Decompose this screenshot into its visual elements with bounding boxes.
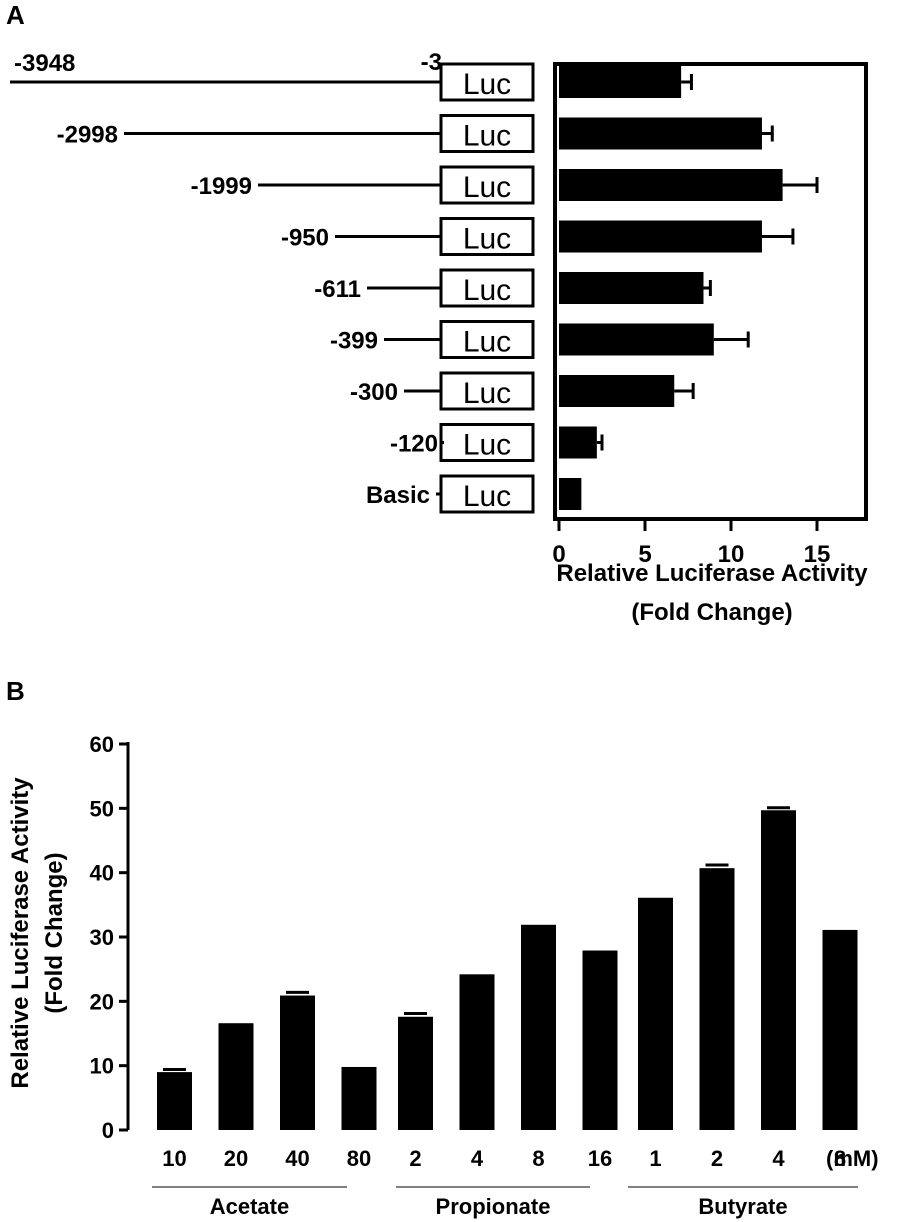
panel-b-x-axis: 10 20 40 80 Acetate 2 4 8 16 Propionate 1 2 4 8 Butyra…	[152, 1146, 858, 1219]
x-tick-label: 20	[224, 1146, 248, 1171]
bar	[559, 272, 704, 304]
x-tick-label: 1	[649, 1146, 661, 1171]
construct-label: -399	[330, 328, 378, 355]
bar	[559, 375, 675, 407]
bar	[822, 929, 858, 1130]
panel-a-letter: A	[6, 0, 25, 30]
x-tick-label: 2	[711, 1146, 723, 1171]
luc-label: Luc	[463, 223, 511, 256]
luc-box	[439, 423, 535, 462]
x-tick-label: 16	[588, 1146, 612, 1171]
panel-b-y-axis-label: Relative Luciferase Activity	[7, 777, 34, 1089]
panel-b-y-axis-label-2: (Fold Change)	[41, 852, 68, 1013]
x-tick-label: 40	[285, 1146, 309, 1171]
construct-label: -3948	[14, 50, 75, 77]
panel-a-bars	[559, 66, 819, 510]
x-tick-label: 4	[772, 1146, 785, 1171]
luc-label: Luc	[463, 480, 511, 513]
group-label: Acetate	[210, 1194, 289, 1219]
x-tick-label: 5	[638, 541, 651, 568]
group-label: Propionate	[436, 1194, 551, 1219]
panel-b-y-axis: 0 10 20 30 40 50 60	[90, 732, 130, 1143]
panel-a-plot-frame	[553, 62, 868, 521]
bar	[699, 868, 735, 1130]
y-tick-label: 10	[90, 1054, 114, 1079]
x-tick-label: 10	[162, 1146, 186, 1171]
group-label: Butyrate	[698, 1194, 787, 1219]
y-tick-label: 60	[90, 732, 114, 757]
luc-label: Luc	[463, 120, 511, 153]
bar	[559, 478, 582, 510]
bar	[280, 995, 315, 1130]
bar	[559, 220, 762, 253]
luc-label: Luc	[463, 377, 511, 410]
construct-label: Basic	[366, 482, 430, 509]
bar	[559, 66, 682, 98]
bar	[559, 323, 714, 356]
bar	[459, 974, 495, 1130]
bar	[218, 1023, 254, 1130]
construct-label: -611	[314, 276, 361, 303]
x-tick-label: 8	[532, 1146, 544, 1171]
x-tick-label: 2	[409, 1146, 421, 1171]
construct-label: -120	[390, 431, 438, 458]
bar	[559, 117, 762, 150]
x-tick-label: 8	[834, 1146, 846, 1171]
construct-end-label: -3	[421, 49, 442, 76]
bar	[341, 1066, 377, 1130]
y-tick-label: 50	[90, 796, 114, 821]
y-tick-label: 20	[90, 989, 114, 1014]
luc-label: Luc	[463, 68, 511, 101]
luc-label: Luc	[463, 171, 511, 204]
bar	[761, 810, 796, 1130]
x-tick-label: 4	[471, 1146, 484, 1171]
x-tick-label: 0	[552, 541, 565, 568]
bar	[559, 169, 783, 201]
luc-box	[439, 320, 535, 359]
promoter-constructs: Luc -3948 Luc -2998 Luc -1999 Luc -950 Luc -611 Lu…	[10, 49, 535, 514]
y-tick-label: 30	[90, 925, 114, 950]
construct-label: -1999	[191, 173, 252, 200]
bar	[559, 426, 597, 459]
x-tick-label: 80	[347, 1146, 371, 1171]
luc-label: Luc	[463, 326, 511, 359]
bar	[398, 1016, 433, 1130]
y-tick-label: 40	[90, 861, 114, 886]
bar	[638, 897, 673, 1130]
luc-box	[439, 217, 535, 256]
bar	[157, 1072, 192, 1130]
panel-b-bars	[157, 806, 858, 1130]
construct-label: -950	[281, 225, 329, 252]
construct-label: -2998	[57, 122, 118, 149]
luc-box	[439, 371, 535, 411]
construct-label: -300	[350, 379, 398, 406]
bar	[521, 924, 556, 1130]
luc-label: Luc	[463, 429, 511, 462]
bar	[582, 950, 618, 1130]
x-tick-label: 15	[804, 541, 831, 568]
panel-b-unit-label: (mM)	[826, 1146, 879, 1171]
panel-a-x-axis: 0 5 10 15	[552, 519, 830, 568]
luc-label: Luc	[463, 274, 511, 307]
panel-b-letter: B	[6, 676, 25, 706]
y-tick-label: 0	[102, 1118, 114, 1143]
panel-a-x-axis-label-2: (Fold Change)	[631, 599, 792, 626]
x-tick-label: 10	[718, 541, 745, 568]
panel-a-x-axis-label: Relative Luciferase Activity	[556, 560, 868, 587]
